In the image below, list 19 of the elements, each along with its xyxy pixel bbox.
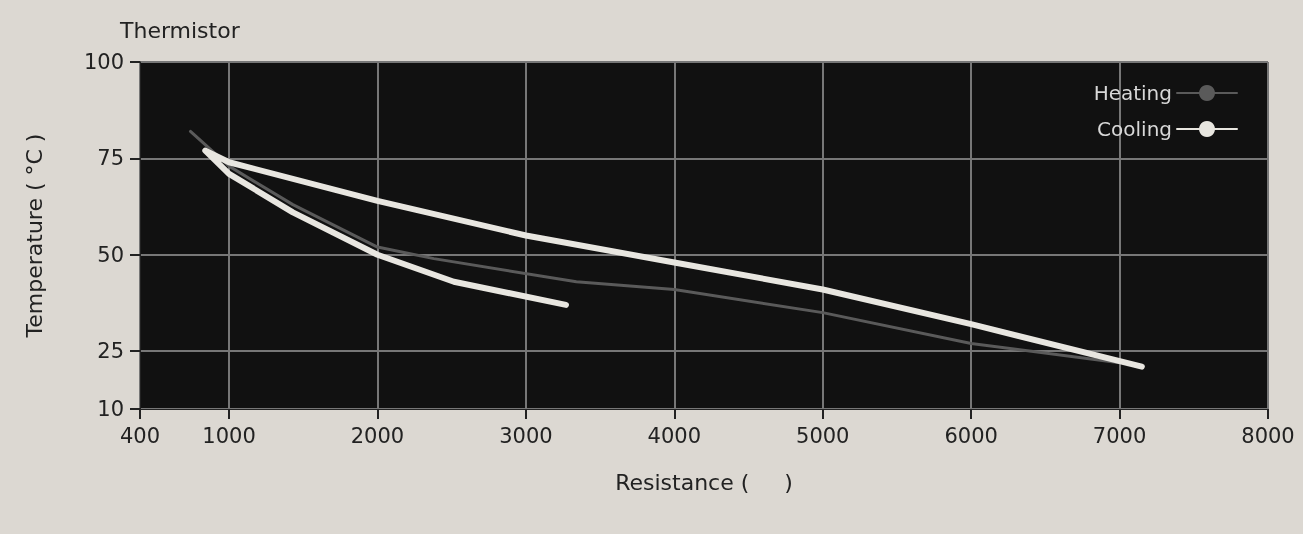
x-tick-label: 8000	[1241, 423, 1295, 448]
legend-label: Heating	[1093, 81, 1172, 105]
x-tick-label: 7000	[1092, 423, 1147, 448]
x-tick-label: 6000	[944, 423, 998, 448]
x-axis-title: Resistance ( )	[615, 469, 793, 495]
x-tick-label: 3000	[499, 423, 553, 448]
legend-label: Cooling	[1097, 117, 1172, 141]
x-tick-label: 5000	[796, 423, 850, 448]
y-tick-label: 50	[97, 242, 124, 267]
y-tick-label: 10	[97, 397, 124, 421]
x-tick-label: 1000	[202, 423, 256, 448]
x-tick-label: 400	[119, 423, 161, 448]
x-tick-label: 4000	[647, 423, 702, 448]
y-tick-label: 100	[83, 50, 124, 74]
chart-title: Thermistor	[119, 17, 241, 43]
y-tick-label: 75	[97, 146, 124, 171]
y-tick-label: 25	[97, 339, 124, 364]
x-tick-label: 2000	[350, 423, 405, 448]
y-axis-title: Temperature ( °C )	[21, 133, 47, 339]
